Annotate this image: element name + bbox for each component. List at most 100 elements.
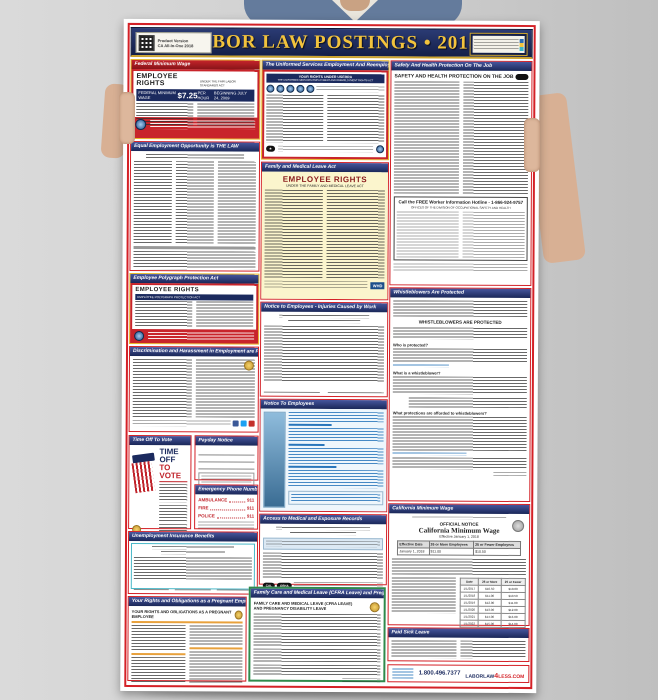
- text-block: [133, 250, 256, 270]
- section-title: California Minimum Wage: [392, 505, 454, 512]
- text-block: [327, 94, 385, 144]
- state-seal-icon: [369, 602, 380, 613]
- text-block: [217, 161, 257, 244]
- fmw-headline: EMPLOYEE RIGHTS: [136, 72, 178, 88]
- footer-website-logo: LABORLAW4LESS.COM: [465, 665, 524, 683]
- text-block: [288, 427, 384, 443]
- text-block: [391, 640, 457, 659]
- section-title: Employee Polygraph Protection Act: [133, 274, 219, 282]
- section-whistleblowers-protected: Whistleblowers Are Protected WHISTLEBLOW…: [388, 287, 532, 503]
- section-title: The Uniformed Services Employment And Re…: [265, 61, 389, 69]
- offices-table-left: [396, 211, 459, 258]
- section-userra: The Uniformed Services Employment And Re…: [261, 59, 390, 161]
- emergency-value: 911: [246, 505, 255, 511]
- service-seal-icon: [276, 84, 285, 93]
- text-block: [392, 348, 528, 364]
- section-federal-minimum-wage: Federal Minimum Wage EMPLOYEE RIGHTS UND…: [130, 58, 261, 140]
- safety-headline: SAFETY AND HEALTH PROTECTION ON THE JOB: [394, 73, 514, 80]
- text-block: [159, 505, 188, 522]
- site-prefix: LABORLAW: [465, 673, 495, 680]
- emergency-label: POLICE: [198, 513, 215, 519]
- text-block: [288, 411, 384, 423]
- service-seal-icon: [306, 84, 315, 93]
- facebook-icon: [232, 420, 239, 427]
- text-block: [133, 556, 252, 580]
- text-block: [291, 493, 381, 503]
- dotted-leader: [210, 509, 245, 511]
- offices-title: OFFICES OF THE DIVISION OF OCCUPATIONAL …: [410, 205, 511, 210]
- section-cfra-pregnancy-leave: Family Care and Medical Leave (CFRA Leav…: [248, 586, 386, 683]
- section-header-bar: Payday Notice: [195, 436, 258, 446]
- section-paid-sick-leave: Paid Sick Leave: [387, 627, 530, 663]
- right-hand-fingers: [524, 118, 540, 172]
- poster-header: Product Version CA All-In-One 2018 LABOR…: [130, 26, 533, 60]
- barcode-icon: [473, 38, 519, 51]
- subhead-line: [288, 443, 325, 446]
- section-title: Equal Employment Opportunity is THE LAW: [134, 142, 239, 150]
- product-version-line1: Product Version: [157, 37, 189, 43]
- polygraph-subhead: EMPLOYEE POLYGRAPH PROTECTION ACT: [135, 293, 254, 301]
- text-block: [253, 632, 381, 647]
- hyperlink-text: [392, 364, 450, 368]
- section-header-bar: Time Off To Vote: [129, 435, 191, 446]
- text-block: [131, 624, 186, 652]
- service-seal-icon: [376, 145, 385, 154]
- site-suffix: LESS.COM: [498, 673, 525, 681]
- section-unemployment-insurance: Unemployment Insurance Benefits: [127, 530, 259, 595]
- section-title: Emergency Phone Numbers: [198, 486, 258, 493]
- section-pregnant-employee-rights: Your Rights and Obligations as a Pregnan…: [127, 595, 247, 684]
- divider: [131, 620, 243, 624]
- text-block: [277, 145, 374, 153]
- section-fmla: Family and Medical Leave Act EMPLOYEE RI…: [260, 161, 390, 301]
- worker-photo-strip: [263, 411, 286, 508]
- service-seal-icon: [266, 84, 275, 93]
- text-block: [412, 516, 507, 520]
- text-block: [188, 651, 243, 684]
- text-block: [290, 531, 357, 536]
- whd-logo: WHD: [370, 281, 385, 289]
- section-title: Unemployment Insurance Benefits: [132, 532, 215, 540]
- text-block: [492, 471, 527, 477]
- text-block: [146, 154, 244, 159]
- text-block: [263, 325, 385, 383]
- section-time-off-to-vote: Time Off To Vote TIME OFF TO VOTE: [128, 434, 192, 539]
- text-block: [150, 120, 256, 130]
- section-title: Your Rights and Obligations as a Pregnan…: [131, 597, 246, 605]
- section-title: Family and Medical Leave Act: [264, 163, 336, 171]
- divider: [133, 245, 256, 250]
- fmw-band-left: FEDERAL MINIMUM WAGE: [138, 89, 176, 101]
- camw-schedule-table: Date 26 or More 25 or Fewer 1/1/2017 $10.…: [460, 578, 526, 628]
- state-seal-icon: [243, 360, 254, 371]
- state-seal-icon: [512, 519, 525, 533]
- section-california-minimum-wage: California Minimum Wage OFFICIAL NOTICE …: [387, 503, 531, 628]
- text-block: [135, 300, 193, 328]
- userra-subhead2: THE UNIFORMED SERVICES EMPLOYMENT AND RE…: [277, 78, 374, 83]
- hyperlink-text: [392, 452, 467, 456]
- poster-title: LABOR LAW POSTINGS • 2018: [183, 30, 480, 54]
- section-title: Safety And Health Protection On The Job: [394, 62, 493, 69]
- text-block: [266, 540, 381, 548]
- text-block: [151, 546, 235, 550]
- text-block: [288, 447, 384, 465]
- section-title: Notice to Employees - Injuries Caused by…: [264, 303, 377, 311]
- section-title: Time Off To Vote: [132, 436, 173, 444]
- emergency-label: FIRE: [198, 505, 209, 511]
- fmw-band-right: BEGINNING JULY 24, 2009: [213, 90, 247, 101]
- text-block: [132, 419, 231, 427]
- section-header-bar: Emergency Phone Numbers: [195, 485, 258, 495]
- calibration-box: [469, 32, 528, 57]
- bullet-list: [408, 397, 527, 409]
- whistleblower-sub3: What protections are afforded to whistle…: [392, 410, 487, 416]
- section-title: Whistleblowers Are Protected: [393, 289, 465, 296]
- product-version-line2: CA All-In-One 2018: [157, 42, 194, 48]
- text-block: [393, 263, 528, 273]
- table-cell: $11.00: [429, 548, 474, 556]
- safety-hotline: Call the FREE Worker Information Hotline…: [398, 199, 524, 206]
- section-title: Paid Sick Leave: [391, 629, 430, 636]
- text-block: [253, 664, 381, 676]
- text-block: [393, 300, 528, 318]
- emergency-label: AMBULANCE: [198, 497, 228, 503]
- signature-line: [175, 583, 211, 591]
- text-block: [133, 160, 173, 244]
- text-block: [175, 161, 215, 244]
